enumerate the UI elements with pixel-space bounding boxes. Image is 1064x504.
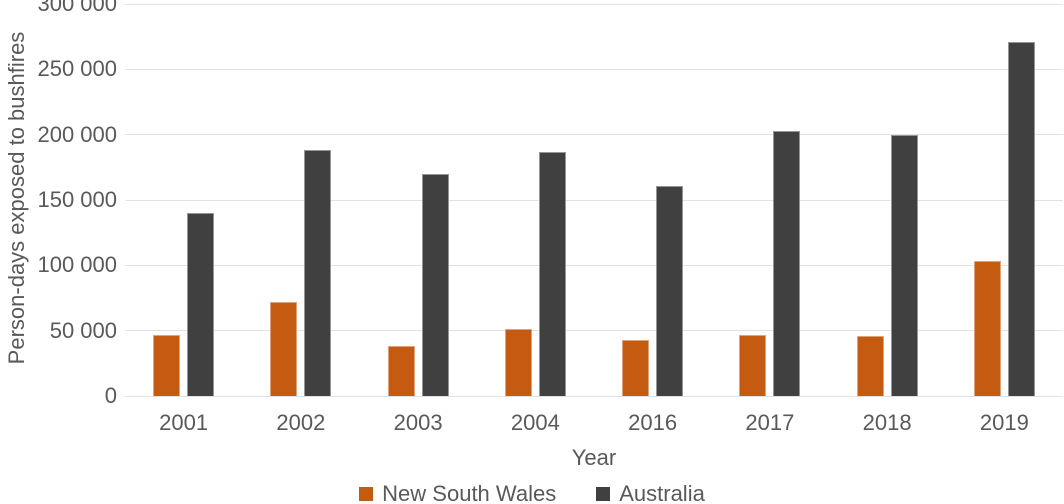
plot-area: [125, 3, 1063, 397]
bar-australia-2001: [187, 213, 215, 396]
legend: New South Wales Australia: [0, 481, 1064, 504]
y-tick-label: 300 000: [37, 0, 117, 16]
gridline-150000: [125, 199, 1063, 201]
bar-australia-2016: [656, 185, 684, 396]
bar-new-south-wales-2017: [739, 334, 767, 396]
x-tick-label-2003: 2003: [393, 410, 443, 435]
bar-new-south-wales-2001: [153, 334, 181, 396]
bar-group-2016: [594, 4, 711, 396]
bar-group-2002: [242, 4, 359, 396]
bar-new-south-wales-2019: [973, 261, 1001, 396]
x-tick-label-2002: 2002: [276, 410, 326, 435]
x-tick-label-2016: 2016: [628, 410, 678, 435]
legend-swatch-icon: [359, 487, 374, 501]
x-tick-label-2019: 2019: [979, 410, 1029, 435]
x-tick-label-2018: 2018: [862, 410, 912, 435]
bar-group-2017: [711, 4, 828, 396]
legend-swatch-icon: [596, 487, 611, 501]
legend-item-new-south-wales: New South Wales: [359, 481, 556, 504]
gridline-300000: [125, 3, 1063, 5]
gridline-50000: [125, 330, 1063, 332]
x-axis-title: Year: [571, 445, 617, 470]
bar-australia-2004: [538, 151, 566, 396]
gridline-250000: [125, 68, 1063, 70]
legend-item-australia: Australia: [596, 481, 705, 504]
bar-australia-2018: [890, 134, 918, 396]
bar-group-2003: [360, 4, 477, 396]
gridline-100000: [125, 264, 1063, 266]
bar-group-2004: [477, 4, 594, 396]
bar-australia-2003: [421, 173, 449, 396]
bar-new-south-wales-2004: [504, 329, 532, 396]
gridline-0: [125, 395, 1063, 397]
legend-label: Australia: [619, 481, 705, 504]
x-tick-label-2004: 2004: [510, 410, 560, 435]
y-tick-label: 150 000: [37, 187, 117, 212]
bar-new-south-wales-2002: [270, 301, 298, 396]
gridline-200000: [125, 134, 1063, 136]
bar-australia-2017: [773, 130, 801, 396]
legend-label: New South Wales: [382, 481, 557, 504]
y-tick-label: 200 000: [37, 121, 117, 147]
bar-new-south-wales-2018: [856, 335, 884, 396]
x-tick-label-2001: 2001: [159, 410, 209, 435]
y-tick-label: 0: [104, 383, 117, 408]
x-axis-labels: 2001 2002 2003 2004 2016 2017 2018 2019: [125, 410, 1063, 436]
y-tick-label: 100 000: [37, 252, 117, 278]
bar-group-2019: [946, 4, 1063, 396]
bar-new-south-wales-2003: [387, 346, 415, 396]
y-tick-label: 250 000: [37, 56, 117, 82]
bar-group-2018: [829, 4, 946, 396]
bar-group-2001: [125, 4, 242, 396]
bar-australia-2002: [304, 150, 332, 396]
x-tick-label-2017: 2017: [745, 410, 795, 435]
bar-new-south-wales-2016: [622, 339, 650, 396]
bar-australia-2019: [1007, 41, 1035, 396]
y-tick-label: 50 000: [49, 317, 117, 343]
